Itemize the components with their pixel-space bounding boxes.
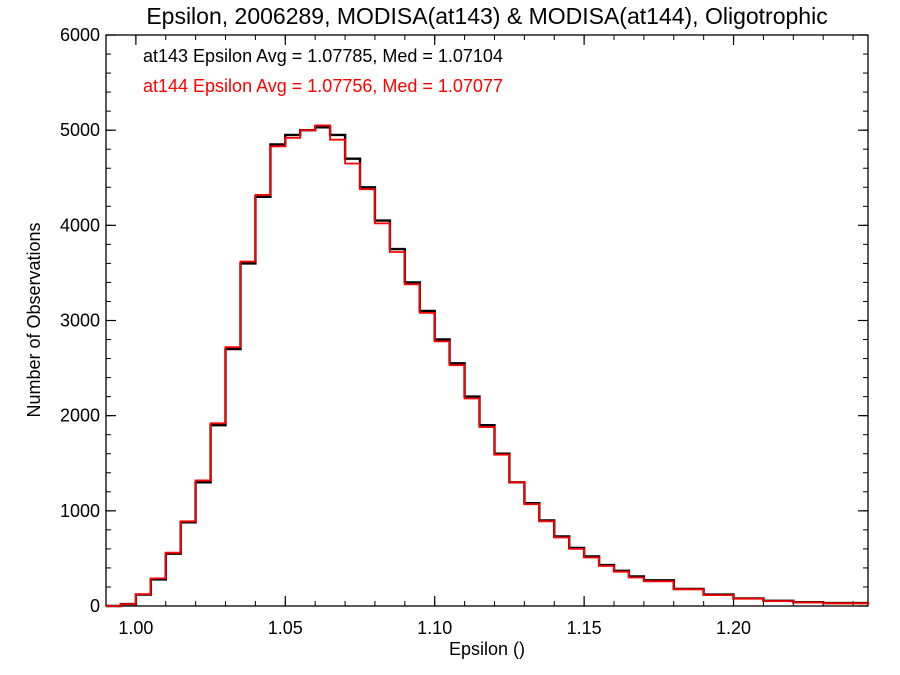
x-axis: 1.00 1.05 1.10 1.15 1.20 [105,35,854,638]
x-axis-label: Epsilon () [449,639,525,659]
series-lines [106,124,870,608]
y-tick-label: 5000 [60,120,100,140]
y-tick-label: 2000 [60,406,100,426]
y-axis: 0 1000 2000 3000 4000 5000 6000 [60,25,868,616]
annotation-at144: at144 Epsilon Avg = 1.07756, Med = 1.070… [143,76,503,96]
y-tick-label: 3000 [60,311,100,331]
series-line-at144 [106,124,869,607]
y-tick-label: 4000 [60,215,100,235]
y-tick-label: 1000 [60,501,100,521]
x-tick-label: 1.15 [567,618,602,638]
y-axis-label: Number of Observations [24,222,44,417]
x-tick-label: 1.20 [716,618,751,638]
x-tick-label: 1.10 [417,618,452,638]
x-tick-label: 1.05 [268,618,303,638]
series-line-at143 [106,126,870,608]
annotation-at143: at143 Epsilon Avg = 1.07785, Med = 1.071… [143,46,503,66]
y-tick-label: 6000 [60,25,100,45]
x-tick-label: 1.00 [118,618,153,638]
plot-frame [105,34,869,607]
y-tick-label: 0 [90,596,100,616]
chart-title: Epsilon, 2006289, MODISA(at143) & MODISA… [146,3,827,29]
